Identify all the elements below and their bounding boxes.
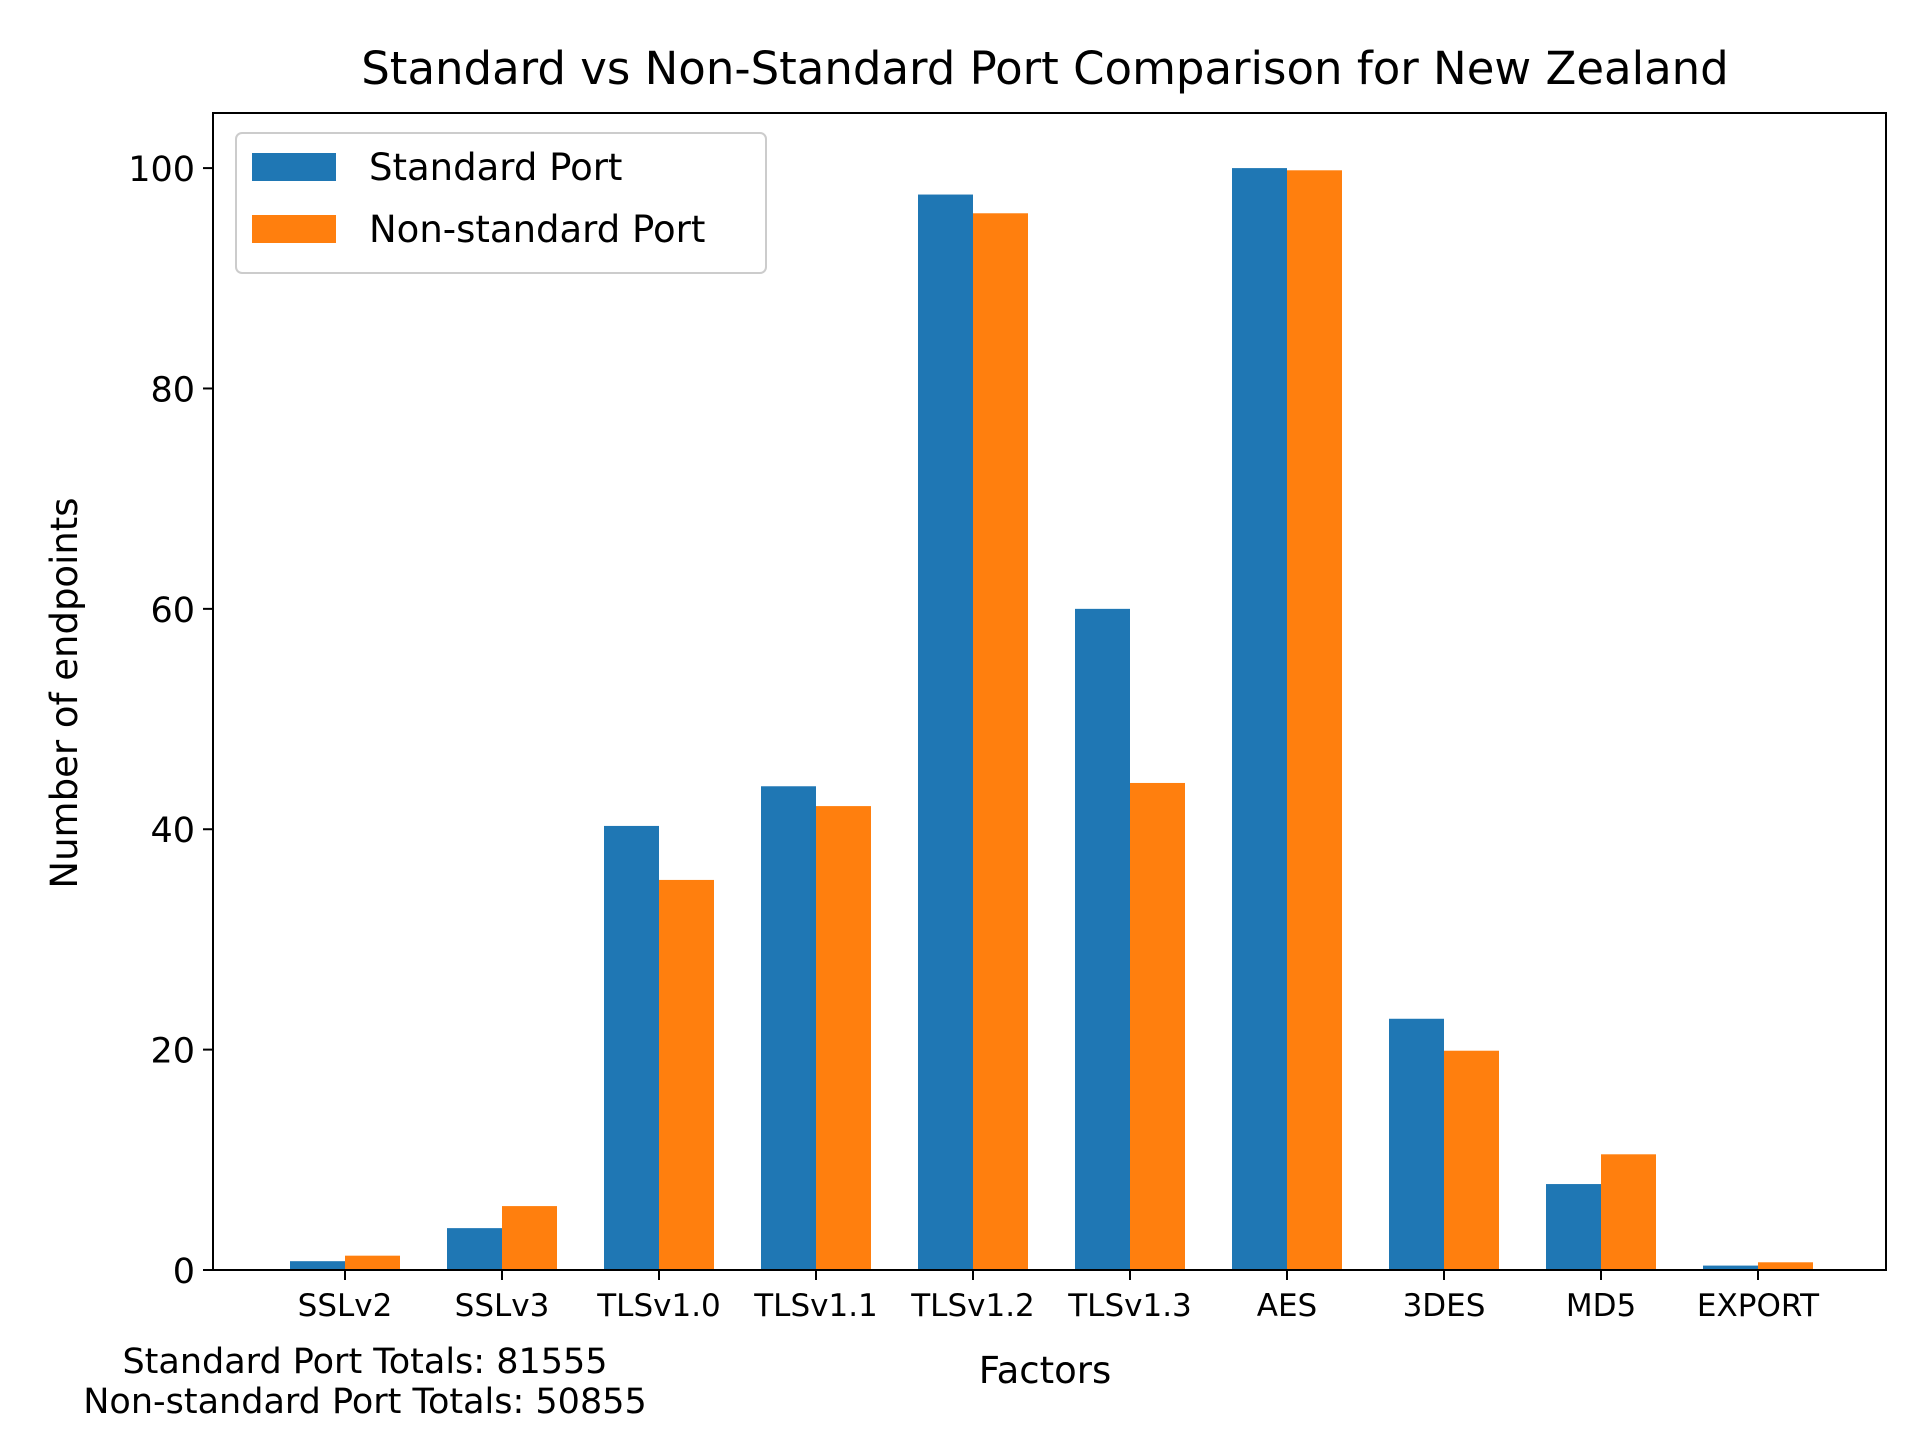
standard-port-totals: Standard Port Totals: 81555	[122, 1342, 608, 1382]
x-tick-label: AES	[1257, 1288, 1317, 1324]
totals-block: Standard Port Totals: 81555 Non-standard…	[0, 1342, 730, 1422]
x-tick-label: SSLv2	[298, 1288, 393, 1324]
legend-label-standard: Standard Port	[369, 146, 622, 189]
y-tick-label: 60	[150, 591, 195, 631]
bar-nonstandard-tlsv13	[1130, 782, 1185, 1270]
x-tick-label: SSLv3	[455, 1288, 550, 1324]
x-tick-label: TLSv1.1	[753, 1288, 878, 1324]
bar-standard-tlsv11	[761, 786, 816, 1270]
nonstandard-port-totals: Non-standard Port Totals: 50855	[83, 1382, 647, 1422]
x-tick-label: 3DES	[1403, 1288, 1486, 1324]
bar-standard-sslv3	[447, 1228, 502, 1270]
y-tick-label: 40	[150, 811, 195, 851]
legend-box	[235, 132, 767, 274]
legend-swatch-standard	[252, 153, 336, 181]
y-tick-label: 80	[150, 370, 195, 410]
y-axis-label: Number of endpoints	[43, 497, 86, 888]
bar-standard-tlsv13	[1075, 608, 1130, 1270]
x-tick-label: TLSv1.3	[1067, 1288, 1192, 1324]
bar-standard-tlsv12	[918, 194, 973, 1270]
legend-label-nonstandard: Non-standard Port	[369, 208, 705, 251]
y-tick-label: 20	[150, 1032, 195, 1072]
bar-nonstandard-tlsv10	[659, 879, 714, 1270]
x-tick-label: TLSv1.2	[910, 1288, 1035, 1324]
bar-nonstandard-sslv3	[502, 1206, 557, 1270]
plot-area: SSLv2 SSLv3 TLSv1.0 TLSv1.1 TLSv1.2 TLSv1.3 AE…	[128, 112, 1887, 1324]
axes-frame	[212, 112, 1887, 1271]
x-tick-label: MD5	[1566, 1288, 1636, 1324]
bar-standard-export	[1703, 1265, 1758, 1270]
bar-nonstandard-tlsv11	[816, 806, 871, 1270]
bar-standard-tlsv10	[604, 825, 659, 1270]
legend-swatch-nonstandard	[252, 215, 336, 243]
bar-nonstandard-tlsv12	[973, 213, 1028, 1271]
y-tick-label: 0	[173, 1252, 195, 1292]
x-tick-label: TLSv1.0	[596, 1288, 721, 1324]
bar-standard-md5	[1546, 1184, 1601, 1270]
bar-nonstandard-md5	[1601, 1154, 1656, 1270]
chart-title: Standard vs Non-Standard Port Comparison…	[361, 42, 1729, 95]
bar-nonstandard-export	[1758, 1262, 1813, 1270]
bar-nonstandard-sslv2	[345, 1255, 400, 1270]
x-tick-label: EXPORT	[1697, 1288, 1820, 1324]
bar-standard-3des	[1389, 1018, 1444, 1270]
y-tick-label: 100	[128, 150, 195, 190]
bar-standard-sslv2	[290, 1261, 345, 1270]
bar-standard-aes	[1232, 168, 1287, 1271]
x-axis-label: Factors	[979, 1349, 1112, 1392]
bar-nonstandard-3des	[1444, 1050, 1499, 1270]
bar-nonstandard-aes	[1287, 170, 1342, 1270]
